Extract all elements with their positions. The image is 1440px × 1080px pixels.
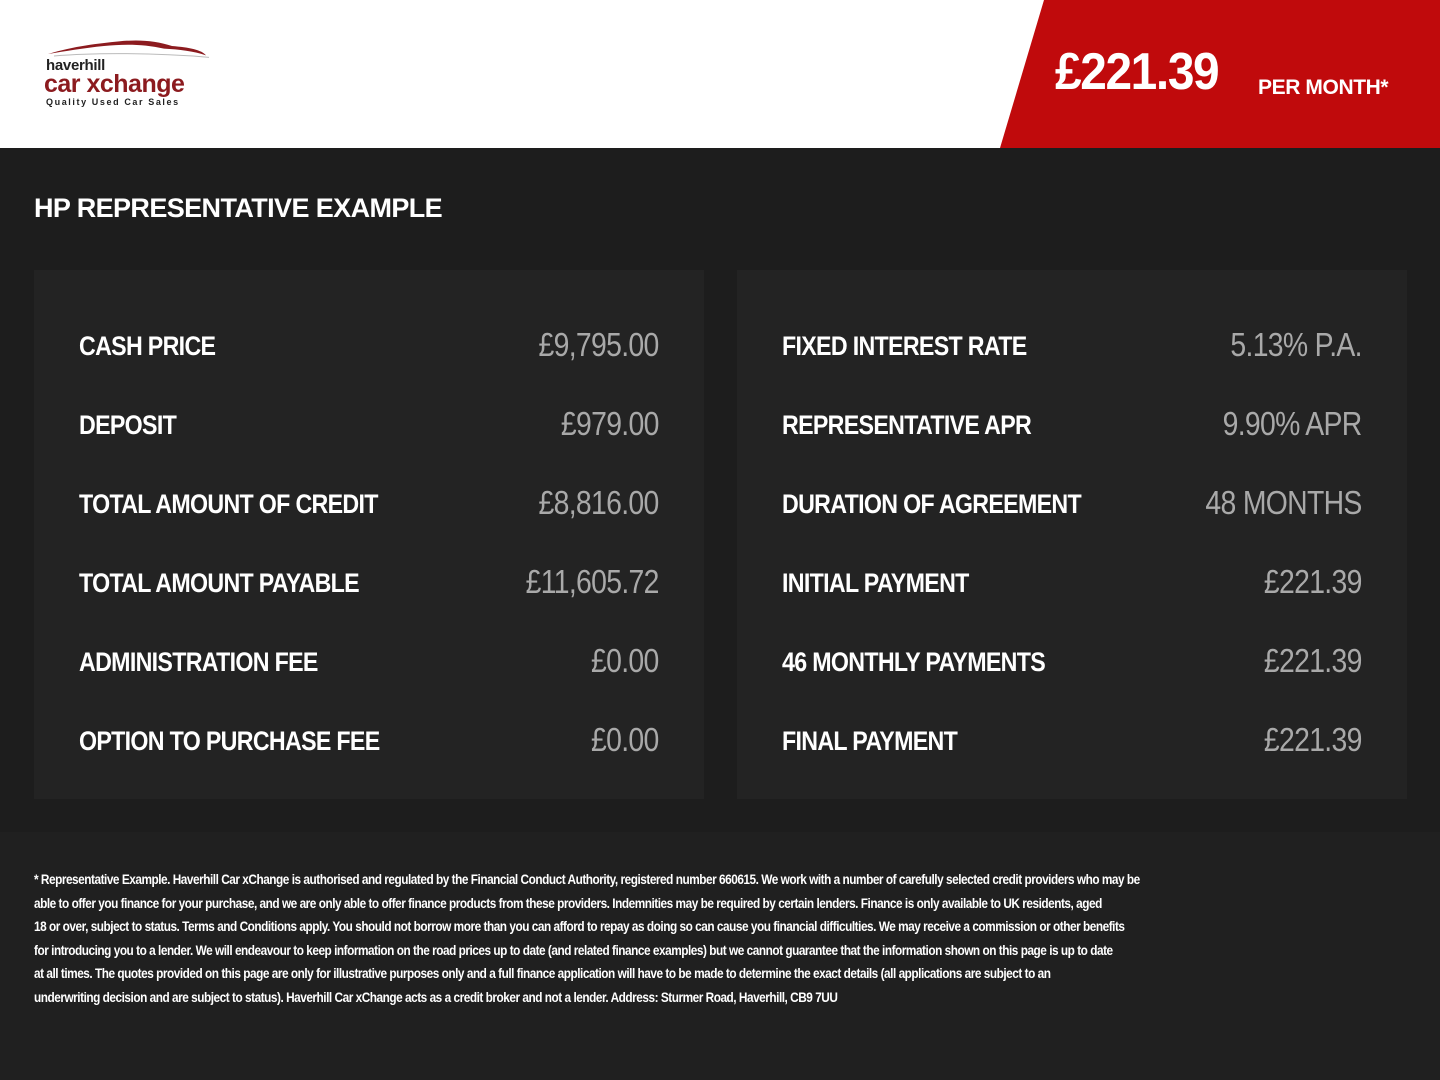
row-value: 9.90% APR xyxy=(1223,405,1363,442)
footer xyxy=(0,832,1440,1080)
row-label: TOTAL AMOUNT OF CREDIT xyxy=(79,489,378,519)
row-label: INITIAL PAYMENT xyxy=(782,568,969,598)
row-label: FIXED INTEREST RATE xyxy=(782,331,1027,361)
row-value: £979.00 xyxy=(561,405,659,442)
finance-row: TOTAL AMOUNT PAYABLE £11,605.72 xyxy=(79,563,660,603)
disclaimer-line: for introducing you to a lender. We will… xyxy=(34,942,1113,958)
row-value: £8,816.00 xyxy=(538,484,660,521)
finance-panel-right: FIXED INTEREST RATE 5.13% P.A. REPRESENTA… xyxy=(737,270,1407,799)
row-value: £221.39 xyxy=(1264,721,1362,758)
row-value: 48 MONTHS xyxy=(1205,484,1363,521)
finance-row: DEPOSIT £979.00 xyxy=(79,405,660,445)
header: haverhill car xchange Quality Used Car S… xyxy=(0,0,1440,148)
finance-row: INITIAL PAYMENT £221.39 xyxy=(782,563,1363,603)
disclaimer: * Representative Example. Haverhill Car … xyxy=(34,868,1140,1010)
finance-row: 46 MONTHLY PAYMENTS £221.39 xyxy=(782,642,1363,682)
finance-panel-left: CASH PRICE £9,795.00 DEPOSIT £979.00 TOTAL… xyxy=(34,270,704,799)
page-title: HP REPRESENTATIVE EXAMPLE xyxy=(34,193,443,223)
row-value: £11,605.72 xyxy=(525,563,660,600)
logo-line1: haverhill xyxy=(46,57,105,74)
row-value: 5.13% P.A. xyxy=(1230,326,1363,363)
finance-row: CASH PRICE £9,795.00 xyxy=(79,326,660,366)
monthly-price: £221.39 xyxy=(1055,43,1220,101)
row-label: CASH PRICE xyxy=(79,331,216,361)
row-value: £0.00 xyxy=(591,642,659,679)
row-label: DURATION OF AGREEMENT xyxy=(782,489,1082,519)
per-month-label: PER MONTH* xyxy=(1258,76,1389,99)
logo-line2: car xchange xyxy=(44,70,185,98)
finance-row: FINAL PAYMENT £221.39 xyxy=(782,721,1363,761)
finance-row: REPRESENTATIVE APR 9.90% APR xyxy=(782,405,1363,445)
finance-row: OPTION TO PURCHASE FEE £0.00 xyxy=(79,721,660,761)
row-label: ADMINISTRATION FEE xyxy=(79,647,318,677)
row-label: 46 MONTHLY PAYMENTS xyxy=(782,647,1046,677)
row-value: £221.39 xyxy=(1264,642,1362,679)
logo[interactable]: haverhill car xchange Quality Used Car S… xyxy=(44,38,214,110)
disclaimer-line: at all times. The quotes provided on thi… xyxy=(34,966,1051,982)
car-silhouette-icon xyxy=(48,40,210,58)
disclaimer-line: underwriting decision and are subject to… xyxy=(34,989,838,1005)
finance-row: ADMINISTRATION FEE £0.00 xyxy=(79,642,660,682)
row-label: REPRESENTATIVE APR xyxy=(782,410,1032,440)
disclaimer-line: * Representative Example. Haverhill Car … xyxy=(34,872,1140,887)
finance-row: FIXED INTEREST RATE 5.13% P.A. xyxy=(782,326,1363,366)
finance-row: DURATION OF AGREEMENT 48 MONTHS xyxy=(782,484,1363,524)
row-value: £0.00 xyxy=(591,721,659,758)
row-label: FINAL PAYMENT xyxy=(782,726,958,756)
row-label: OPTION TO PURCHASE FEE xyxy=(79,726,380,756)
finance-row: TOTAL AMOUNT OF CREDIT £8,816.00 xyxy=(79,484,660,524)
disclaimer-line: able to offer you finance for your purch… xyxy=(34,895,1102,911)
logo-tagline: Quality Used Car Sales xyxy=(46,97,180,107)
price-banner: £221.39 PER MONTH* xyxy=(1000,0,1440,148)
row-value: £221.39 xyxy=(1264,563,1362,600)
row-label: DEPOSIT xyxy=(79,410,177,440)
disclaimer-line: 18 or over, subject to status. Terms and… xyxy=(34,919,1125,935)
row-label: TOTAL AMOUNT PAYABLE xyxy=(79,568,360,598)
row-value: £9,795.00 xyxy=(538,326,660,363)
